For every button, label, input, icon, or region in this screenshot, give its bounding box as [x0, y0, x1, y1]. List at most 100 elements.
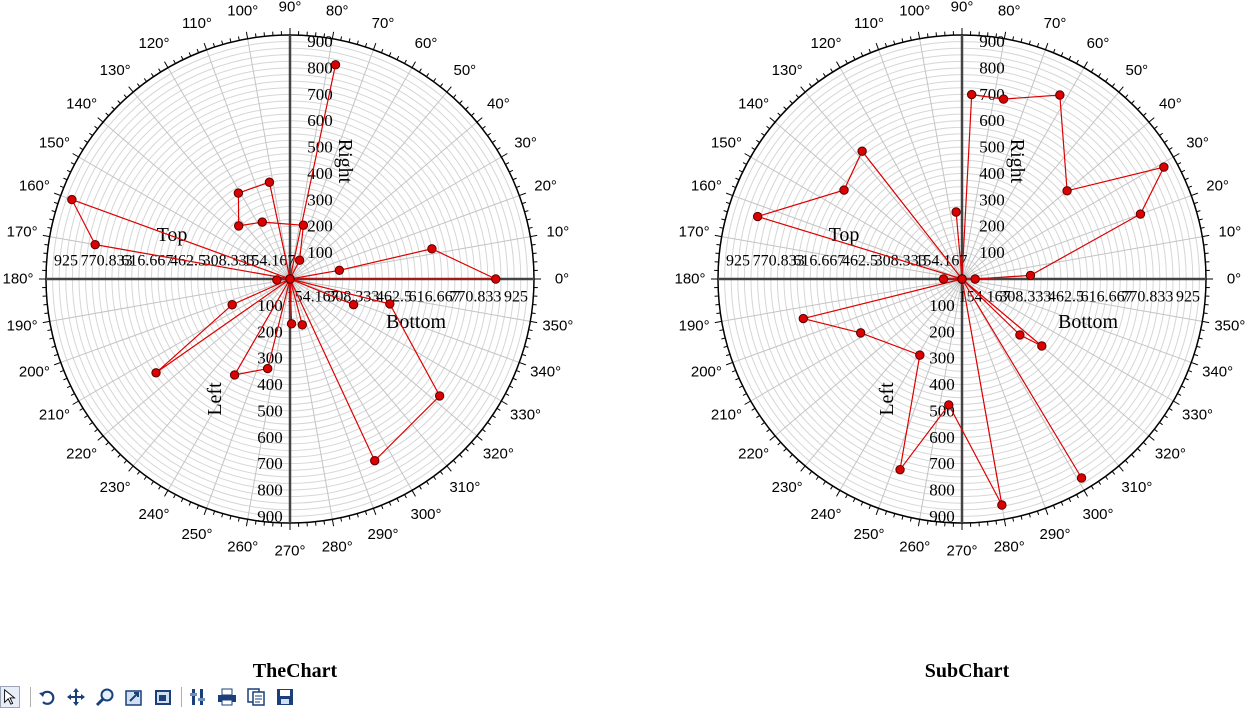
ring-tick — [1003, 519, 1007, 527]
ring-tick — [719, 226, 724, 229]
bottom-axis-tick: 616.667 — [1081, 289, 1133, 306]
ring-tick — [212, 510, 216, 516]
ring-tick — [845, 59, 848, 64]
grid-spoke — [732, 195, 963, 280]
grid-spoke — [289, 195, 520, 280]
angle-label: 320° — [1155, 445, 1186, 462]
ring-tick — [516, 185, 521, 189]
ring-tick — [1076, 59, 1079, 64]
top-axis-tick: 616.667 — [793, 253, 845, 270]
top-axis-tick: 462.5 — [842, 253, 878, 270]
ring-tick — [340, 36, 343, 41]
grid-spoke — [289, 278, 478, 437]
save-button[interactable] — [274, 686, 296, 708]
pan-icon — [67, 688, 85, 706]
grid-spoke — [919, 278, 963, 520]
ring-tick — [1200, 226, 1205, 229]
top-axis-tick: 308.333 — [203, 253, 255, 270]
right-axis-tick: 200 — [307, 217, 333, 236]
ring-tick — [735, 377, 740, 381]
ring-tick — [1173, 153, 1180, 158]
angle-label: 20° — [1206, 177, 1229, 194]
ring-tick — [1105, 476, 1109, 480]
ring-tick — [1090, 485, 1094, 490]
print-button[interactable] — [216, 686, 238, 708]
ring-tick — [446, 86, 452, 93]
data-point — [957, 274, 967, 284]
fit-button[interactable] — [152, 686, 174, 708]
pointer-button[interactable] — [0, 686, 20, 708]
right-axis-tick: 500 — [979, 138, 1005, 157]
data-point — [348, 299, 359, 310]
ring-tick — [158, 485, 162, 490]
grid-spoke — [961, 49, 1046, 280]
ring-tick — [42, 320, 50, 324]
ring-tick — [1164, 139, 1168, 143]
angle-label: 80° — [326, 3, 349, 20]
bottom-axis-title: Bottom — [386, 311, 446, 333]
grid-spoke — [804, 91, 963, 280]
settings-button[interactable] — [187, 686, 209, 708]
ring-tick — [1076, 494, 1079, 499]
ring-tick — [111, 106, 115, 110]
ring-tick — [158, 68, 162, 73]
ring-tick — [1164, 415, 1168, 419]
settings-icon — [190, 689, 205, 705]
grid-spoke — [961, 236, 1203, 280]
grid-spoke — [289, 278, 333, 520]
ring-tick — [188, 52, 192, 57]
grid-spoke — [961, 278, 1085, 491]
data-point — [1159, 162, 1169, 172]
ring-tick — [714, 234, 722, 238]
ring-tick — [1184, 177, 1189, 181]
copy-icon — [247, 688, 265, 706]
copy-button[interactable] — [245, 686, 267, 708]
bottom-axis-tick: 770.833 — [449, 289, 501, 306]
undo-zoom-button[interactable] — [36, 686, 58, 708]
right-axis-tick: 500 — [307, 138, 333, 157]
grid-spoke — [961, 195, 1192, 280]
data-point — [298, 220, 309, 230]
ring-tick — [860, 501, 864, 506]
ring-tick — [79, 407, 84, 411]
right-axis-tick: 700 — [307, 85, 333, 104]
zoom-button[interactable] — [94, 686, 116, 708]
ring-tick — [59, 369, 64, 373]
ring-tick — [1203, 243, 1208, 246]
pan-button[interactable] — [65, 686, 87, 708]
ring-tick — [53, 192, 61, 197]
ring-tick — [404, 494, 407, 499]
angle-label: 50° — [1125, 62, 1148, 79]
bottom-axis-tick: 154.167 — [287, 289, 339, 306]
ring-tick — [501, 153, 508, 158]
ring-tick — [487, 422, 491, 426]
data-point — [385, 299, 395, 309]
ring-tick — [53, 353, 59, 357]
ring-tick — [53, 361, 61, 366]
grid-spoke — [289, 121, 478, 280]
angle-label: 340° — [530, 364, 561, 381]
ring-tick — [97, 435, 104, 441]
ring-tick — [53, 201, 59, 205]
ring-tick — [63, 177, 68, 181]
grid-spoke — [78, 278, 291, 402]
grid-spoke — [289, 91, 448, 280]
angle-label: 140° — [66, 96, 97, 113]
bottom-axis-tick: 616.667 — [409, 289, 461, 306]
right-axis-tick: 900 — [307, 32, 333, 51]
left-axis-tick: 100 — [929, 296, 955, 315]
left-axis-title: Left — [204, 382, 226, 416]
ring-tick — [893, 40, 896, 45]
data-point — [262, 363, 273, 374]
data-point — [944, 400, 954, 410]
ring-tick — [725, 201, 731, 205]
ring-tick — [1068, 498, 1072, 503]
ring-tick — [735, 177, 740, 181]
angle-label: 280° — [322, 538, 353, 555]
zoom-box-button[interactable] — [123, 686, 145, 708]
right-axis-tick: 700 — [979, 85, 1005, 104]
angle-label: 230° — [772, 479, 803, 496]
data-point — [294, 255, 305, 265]
left-axis-title: Left — [876, 382, 898, 416]
ring-tick — [721, 218, 726, 221]
